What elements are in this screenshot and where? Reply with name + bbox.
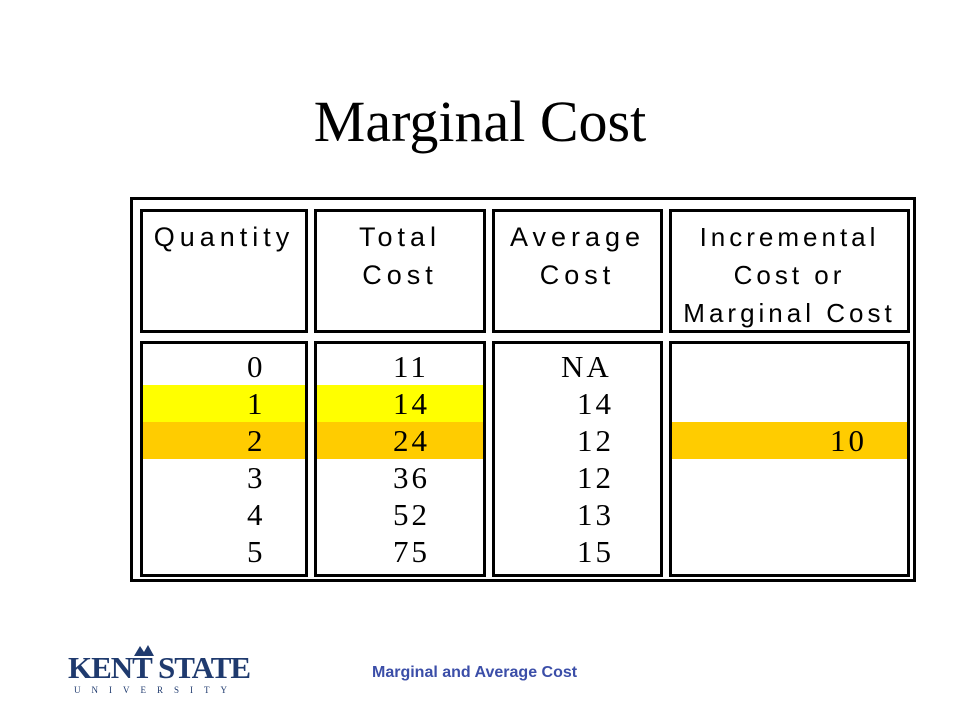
cost-table: Quantity Total Cost Average Cost Increme… (130, 197, 916, 582)
quantity-cell: 4 (247, 497, 266, 532)
header-marginal-cost-line3: Marginal Cost (683, 298, 896, 328)
average-cost-cell: 13 (577, 497, 614, 532)
header-average-cost: Average Cost (492, 209, 663, 333)
header-total-cost-line1: Total (358, 222, 442, 252)
average-cost-cell: 14 (577, 386, 614, 421)
column-total-cost: 11 14 24 36 52 75 (314, 341, 486, 577)
header-quantity-label: Quantity (153, 222, 295, 252)
logo-flourish-icon (134, 645, 154, 656)
column-average-cost: NA 14 12 12 13 15 (492, 341, 663, 577)
column-quantity: 0 1 2 3 4 5 (140, 341, 308, 577)
marginal-cost-cell (672, 496, 907, 533)
quantity-cell: 2 (143, 422, 305, 459)
header-marginal-cost: Incremental Cost or Marginal Cost (669, 209, 910, 333)
header-marginal-cost-line1: Incremental (699, 222, 880, 252)
average-cost-cell: 12 (577, 460, 614, 495)
marginal-cost-cell (672, 459, 907, 496)
quantity-cell: 5 (247, 534, 266, 569)
column-marginal-cost: 10 (669, 341, 910, 577)
logo-wordmark: KENT STATE (68, 650, 251, 685)
total-cost-cell: 24 (317, 422, 483, 459)
header-total-cost-line2: Cost (362, 260, 438, 290)
total-cost-cell: 36 (393, 460, 430, 495)
total-cost-cell: 14 (317, 385, 483, 422)
slide-title: Marginal Cost (313, 89, 647, 154)
header-total-cost: Total Cost (314, 209, 486, 333)
average-cost-cell: NA (561, 349, 612, 384)
header-average-cost-line2: Cost (539, 260, 616, 290)
quantity-cell: 3 (247, 460, 266, 495)
kent-state-logo: KENT STATE UNIVERSITY (68, 645, 251, 696)
marginal-cost-cell (672, 348, 907, 385)
marginal-cost-cell (672, 533, 907, 570)
average-cost-cell: 15 (577, 534, 614, 569)
slide-footer: Marginal and Average Cost (372, 664, 578, 681)
marginal-cost-cell (672, 385, 907, 422)
total-cost-cell: 52 (393, 497, 430, 532)
total-cost-cell: 75 (393, 534, 430, 569)
quantity-cell: 1 (143, 385, 305, 422)
header-quantity: Quantity (140, 209, 308, 333)
header-marginal-cost-line2: Cost or (733, 260, 846, 290)
total-cost-cell: 11 (393, 349, 429, 384)
logo-subtitle: UNIVERSITY (74, 685, 238, 695)
average-cost-cell: 12 (577, 423, 614, 458)
header-average-cost-line1: Average (509, 222, 646, 252)
marginal-cost-cell: 10 (672, 422, 907, 459)
quantity-cell: 0 (247, 349, 266, 384)
